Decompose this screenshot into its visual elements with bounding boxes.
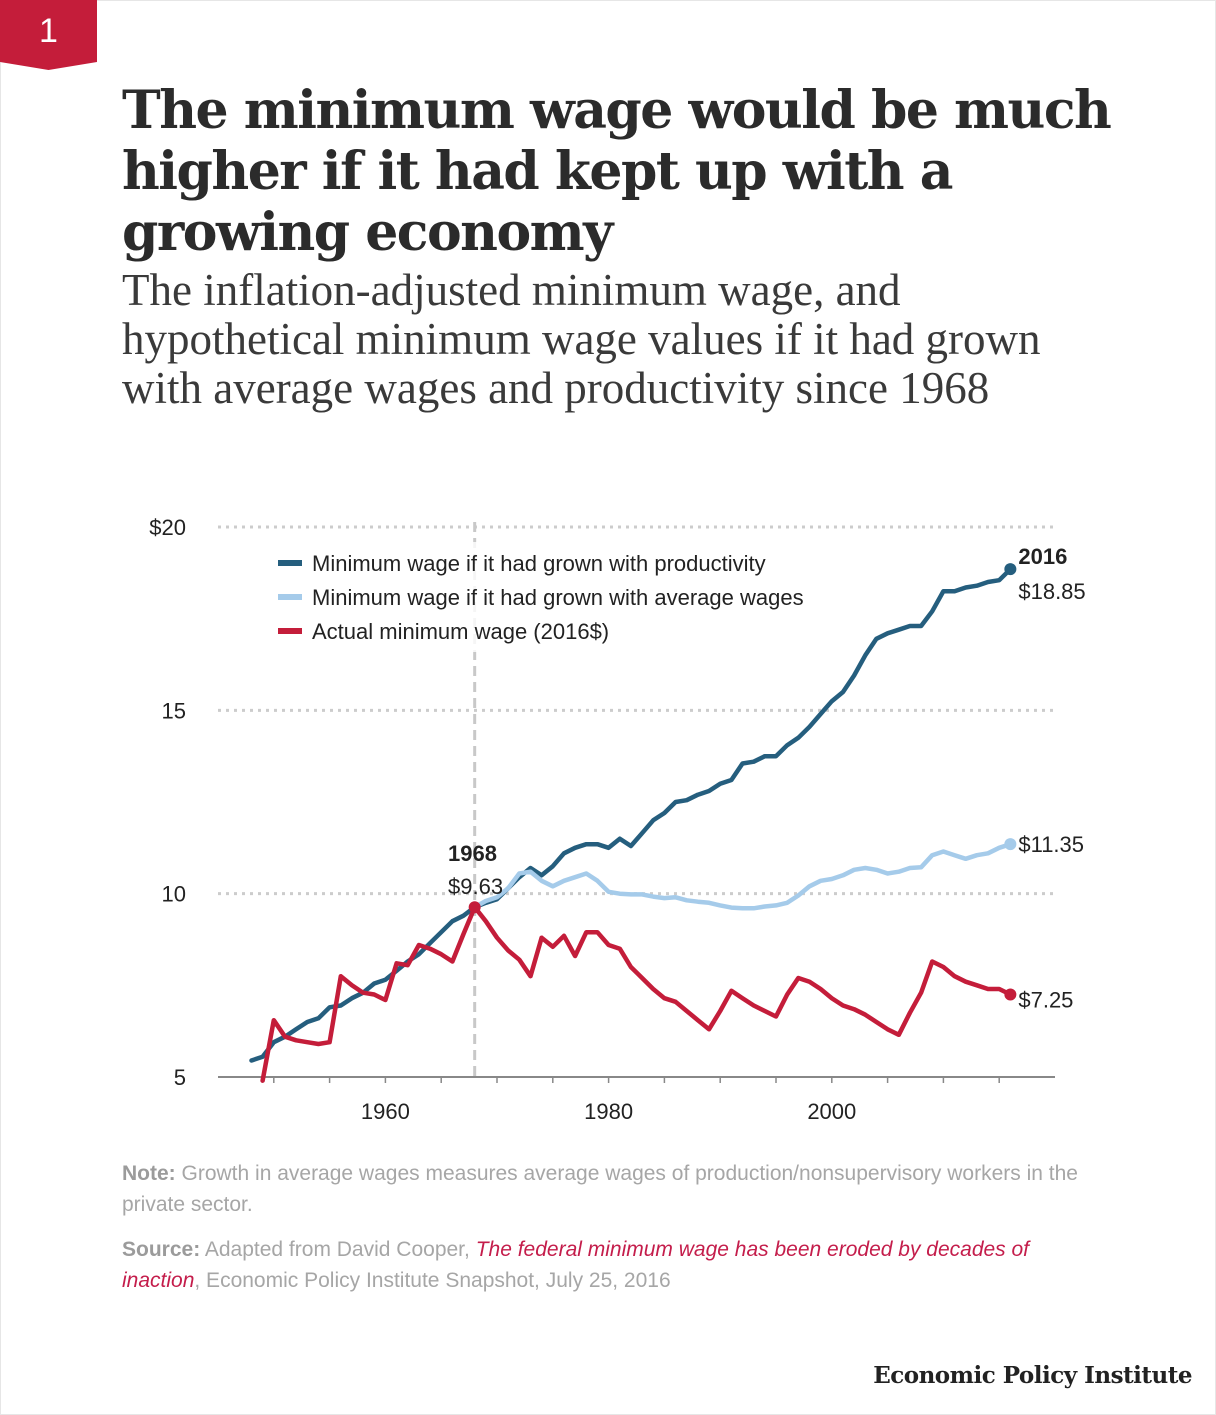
figure-number: 1 bbox=[39, 12, 58, 50]
legend-label: Minimum wage if it had grown with averag… bbox=[312, 585, 804, 610]
annotation-year-2016: 2016 bbox=[1018, 544, 1067, 569]
source-label: Source: bbox=[122, 1238, 201, 1261]
x-tick-label: 1960 bbox=[361, 1099, 410, 1124]
chart-subtitle: The inflation-adjusted minimum wage, and… bbox=[122, 265, 1041, 413]
end-label-productivity: $18.85 bbox=[1018, 579, 1085, 604]
y-tick-label: $20 bbox=[149, 515, 186, 540]
y-tick-label: 15 bbox=[162, 698, 186, 723]
endpoint-marker bbox=[1004, 838, 1017, 851]
legend-label: Actual minimum wage (2016$) bbox=[312, 619, 609, 644]
end-label-average-wages: $11.35 bbox=[1018, 832, 1084, 857]
note-text: Growth in average wages measures average… bbox=[122, 1162, 1078, 1216]
figure-number-badge bbox=[0, 0, 97, 70]
endpoint-marker bbox=[1004, 563, 1017, 576]
chart-note: Note: Growth in average wages measures a… bbox=[122, 1158, 1112, 1220]
legend-label: Minimum wage if it had grown with produc… bbox=[312, 551, 766, 576]
line-chart: $20 15 10 5 1960 1980 2000 Minimum wage if it h… bbox=[149, 515, 1085, 1124]
x-tick-label: 2000 bbox=[807, 1099, 856, 1124]
series-line-average_wages bbox=[472, 841, 1013, 911]
annotation-value-1968: $9.63 bbox=[448, 874, 503, 899]
y-tick-label: 5 bbox=[174, 1065, 186, 1090]
marker-1968 bbox=[468, 901, 481, 914]
x-tick-label: 1980 bbox=[584, 1099, 633, 1124]
end-label-actual: $7.25 bbox=[1018, 988, 1073, 1013]
chart-source: Source: Adapted from David Cooper, The f… bbox=[122, 1234, 1112, 1296]
series-line-actual bbox=[260, 904, 1013, 1083]
series-line-productivity bbox=[249, 566, 1013, 1063]
annotation-year-1968: 1968 bbox=[448, 841, 497, 866]
legend-background bbox=[262, 542, 908, 652]
source-text-post: , Economic Policy Institute Snapshot, Ju… bbox=[194, 1269, 671, 1292]
source-link[interactable]: The federal minimum wage has been eroded… bbox=[122, 1238, 1030, 1292]
chart-title: The minimum wage would be much higher if… bbox=[122, 80, 1112, 263]
source-text-pre: Adapted from David Cooper, bbox=[200, 1238, 476, 1261]
y-tick-label: 10 bbox=[162, 882, 186, 907]
publisher-logo: Economic Policy Institute bbox=[873, 1362, 1192, 1389]
endpoint-marker bbox=[1004, 988, 1017, 1001]
note-label: Note: bbox=[122, 1162, 176, 1185]
